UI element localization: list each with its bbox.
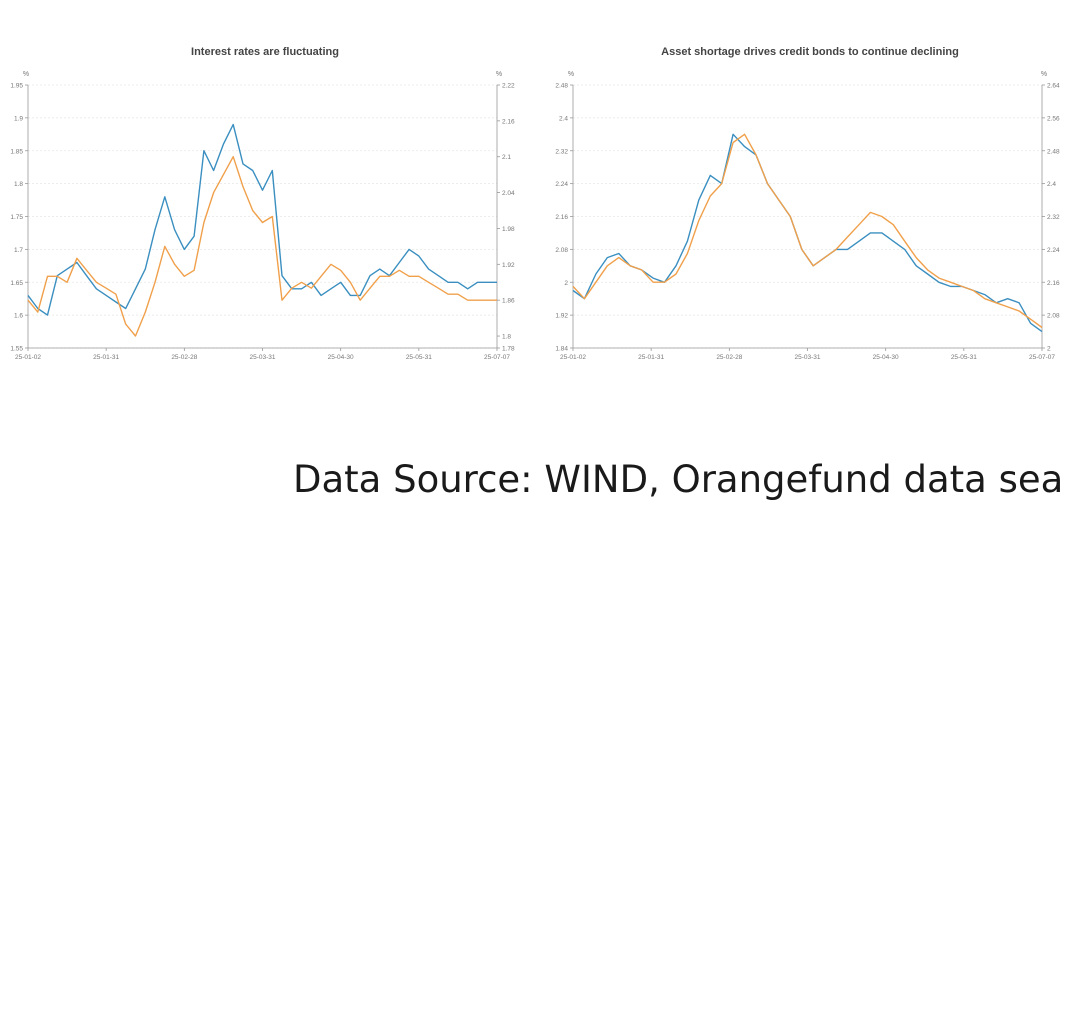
series-line-1 <box>27 123 497 316</box>
right-tick-label: 1.86 <box>502 298 515 305</box>
right-tick-label: 2.32 <box>1047 214 1060 221</box>
left-tick-label: 1.84 <box>555 346 568 353</box>
right-axis-unit: % <box>496 71 502 78</box>
right-tick-label: 2.1 <box>502 154 511 161</box>
x-tick-label: 25-05-31 <box>951 354 977 361</box>
x-tick-label: 25-02-28 <box>716 354 742 361</box>
x-tick-label: 25-01-31 <box>638 354 664 361</box>
x-tick-label: 25-07-07 <box>484 354 510 361</box>
x-tick-label: 25-01-02 <box>560 354 586 361</box>
series-line-2 <box>572 133 1043 329</box>
series-line-2 <box>27 155 497 337</box>
x-tick-label: 25-05-31 <box>406 354 432 361</box>
left-tick-label: 2.08 <box>555 247 568 254</box>
left-tick-label: 2.4 <box>559 115 568 122</box>
right-tick-label: 2 <box>1047 346 1051 353</box>
left-tick-label: 2.24 <box>555 181 568 188</box>
right-tick-label: 2.04 <box>502 190 515 197</box>
left-tick-label: 1.6 <box>14 313 23 320</box>
right-tick-label: 2.48 <box>1047 148 1060 155</box>
x-tick-label: 25-07-07 <box>1029 354 1055 361</box>
x-tick-label: 25-03-31 <box>794 354 820 361</box>
right-tick-label: 2.16 <box>1047 280 1060 287</box>
x-tick-label: 25-04-30 <box>873 354 899 361</box>
right-tick-label: 1.98 <box>502 226 515 233</box>
chart-credit-bonds: Asset shortage drives credit bonds to co… <box>545 30 1075 375</box>
right-tick-label: 2.08 <box>1047 313 1060 320</box>
left-tick-label: 2.32 <box>555 148 568 155</box>
right-axis-unit: % <box>1041 71 1047 78</box>
chart-title: Asset shortage drives credit bonds to co… <box>661 46 959 58</box>
chart-interest-rates: Interest rates are fluctuating%% 1.55 1.6 1… <box>0 30 530 375</box>
left-tick-label: 1.9 <box>14 115 23 122</box>
left-tick-label: 1.65 <box>10 280 23 287</box>
left-tick-label: 1.75 <box>10 214 23 221</box>
series-line-1 <box>572 133 1043 333</box>
left-tick-label: 1.95 <box>10 83 23 90</box>
left-tick-label: 2 <box>564 280 568 287</box>
data-source-note: Data Source: WIND, Orangefund data sea <box>293 458 1064 501</box>
x-tick-label: 25-03-31 <box>249 354 275 361</box>
chart-title: Interest rates are fluctuating <box>191 46 339 58</box>
right-tick-label: 1.78 <box>502 346 515 353</box>
left-tick-label: 2.48 <box>555 83 568 90</box>
x-tick-label: 25-01-02 <box>15 354 41 361</box>
right-tick-label: 2.64 <box>1047 83 1060 90</box>
x-tick-label: 25-04-30 <box>328 354 354 361</box>
x-tick-label: 25-02-28 <box>171 354 197 361</box>
right-tick-label: 1.8 <box>502 334 511 341</box>
right-tick-label: 2.16 <box>502 118 515 125</box>
left-tick-label: 1.7 <box>14 247 23 254</box>
left-tick-label: 1.85 <box>10 148 23 155</box>
left-axis-unit: % <box>23 71 29 78</box>
left-tick-label: 2.16 <box>555 214 568 221</box>
left-axis-unit: % <box>568 71 574 78</box>
chart-canvas: Asset shortage drives credit bonds to co… <box>555 46 1060 361</box>
right-tick-label: 2.24 <box>1047 247 1060 254</box>
right-tick-label: 2.4 <box>1047 181 1056 188</box>
x-tick-label: 25-01-31 <box>93 354 119 361</box>
right-tick-label: 2.22 <box>502 83 515 90</box>
left-tick-label: 1.8 <box>14 181 23 188</box>
right-tick-label: 2.56 <box>1047 115 1060 122</box>
left-tick-label: 1.92 <box>555 313 568 320</box>
left-tick-label: 1.55 <box>10 346 23 353</box>
right-tick-label: 1.92 <box>502 262 515 269</box>
chart-canvas: Interest rates are fluctuating% % 1.55 1.6 1… <box>10 46 515 361</box>
